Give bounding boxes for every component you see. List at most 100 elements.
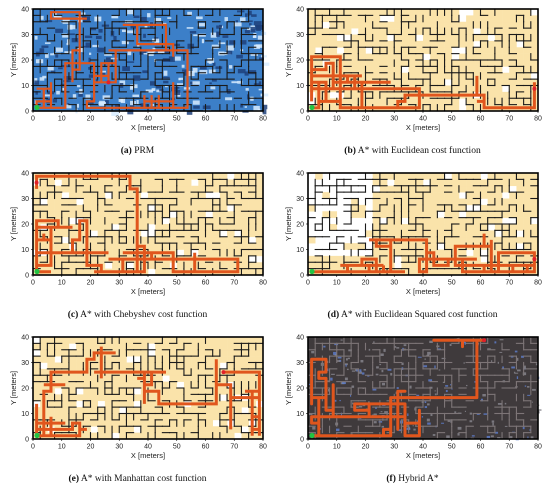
x-axis-label: X [meters] — [406, 451, 440, 460]
x-tick-label: 80 — [534, 444, 542, 451]
y-axis-label: Y [meters] — [9, 43, 18, 77]
planned-path — [35, 346, 261, 438]
y-tick-label: 10 — [21, 411, 29, 418]
y-tick-label: 30 — [296, 196, 304, 203]
panel-tag: (f) — [386, 474, 396, 484]
x-axis-label: X [meters] — [406, 287, 440, 296]
panel-astar-manhattan: 0 10 20 30 40 50 60 70 80 0 10 20 30 40 X [meters] Y [m… — [0, 328, 275, 492]
x-tick-label: 50 — [173, 444, 181, 451]
x-axis-label: X [meters] — [406, 123, 440, 132]
panel-tag: (b) — [344, 146, 356, 156]
y-tick-label: 0 — [25, 437, 29, 444]
x-tick-label: 70 — [505, 444, 513, 451]
panel-caption-text: PRM — [131, 146, 155, 156]
x-tick-label: 20 — [362, 116, 370, 123]
planned-path — [310, 55, 536, 110]
x-tick-label: 40 — [144, 280, 152, 287]
panel-caption: (d) A* with Euclidean Squared cost funct… — [275, 310, 550, 320]
x-tick-label: 20 — [362, 280, 370, 287]
x-tick-label: 70 — [230, 444, 238, 451]
x-tick-label: 30 — [390, 116, 398, 123]
y-axis-label: Y [meters] — [284, 207, 293, 241]
x-tick-label: 60 — [477, 444, 485, 451]
y-tick-label: 40 — [296, 171, 304, 178]
y-tick-label: 0 — [25, 109, 29, 116]
panel-caption-text: A* with Manhattan cost function — [79, 474, 207, 484]
y-axis-label: Y [meters] — [284, 371, 293, 405]
y-tick-label: 30 — [21, 196, 29, 203]
x-tick-label: 30 — [390, 280, 398, 287]
x-tick-label: 80 — [259, 116, 267, 123]
x-axis-label: X [meters] — [131, 451, 165, 460]
x-tick-label: 10 — [333, 116, 341, 123]
maze-walls — [32, 336, 264, 440]
x-tick-label: 20 — [87, 116, 95, 123]
x-tick-label: 10 — [58, 444, 66, 451]
x-tick-label: 10 — [333, 444, 341, 451]
x-tick-label: 10 — [58, 116, 66, 123]
y-tick-label: 0 — [300, 273, 304, 280]
panel-prm: 0 10 20 30 40 50 60 70 80 0 10 20 30 40 X [meters] Y [m… — [0, 0, 275, 164]
x-tick-label: 0 — [306, 116, 310, 123]
y-tick-label: 40 — [21, 171, 29, 178]
goal-marker — [482, 338, 487, 343]
x-axis-label: X [meters] — [131, 287, 165, 296]
x-tick-label: 50 — [173, 116, 181, 123]
y-tick-label: 10 — [296, 83, 304, 90]
x-tick-label: 60 — [202, 280, 210, 287]
x-tick-label: 60 — [477, 116, 485, 123]
y-axis-label: Y [meters] — [9, 207, 18, 241]
goal-marker — [34, 180, 39, 185]
panel-caption: (b) A* with Euclidean cost function — [275, 146, 550, 156]
maze-walls — [307, 336, 539, 440]
panel-caption: (a) PRM — [0, 146, 275, 156]
x-tick-label: 0 — [306, 280, 310, 287]
y-tick-label: 40 — [296, 7, 304, 14]
x-tick-label: 40 — [144, 444, 152, 451]
x-tick-label: 60 — [202, 116, 210, 123]
y-tick-label: 0 — [300, 437, 304, 444]
y-tick-label: 20 — [21, 58, 29, 65]
y-tick-label: 30 — [296, 360, 304, 367]
x-tick-label: 50 — [448, 280, 456, 287]
panel-astar-chebyshev: 0 10 20 30 40 50 60 70 80 0 10 20 30 40 X [meters] Y [m… — [0, 164, 275, 328]
x-tick-label: 40 — [419, 116, 427, 123]
x-tick-label: 80 — [534, 280, 542, 287]
panel-caption: (f) Hybrid A* — [275, 474, 550, 484]
start-marker — [309, 432, 315, 439]
y-tick-label: 10 — [296, 247, 304, 254]
planned-path — [310, 233, 536, 274]
x-tick-label: 50 — [173, 280, 181, 287]
explored-region — [308, 9, 539, 112]
y-tick-label: 0 — [300, 109, 304, 116]
x-tick-label: 50 — [448, 116, 456, 123]
x-tick-label: 80 — [259, 280, 267, 287]
x-tick-label: 40 — [419, 280, 427, 287]
panel-caption: (e) A* with Manhattan cost function — [0, 474, 275, 484]
start-marker — [34, 268, 40, 275]
panel-caption-text: A* with Euclidean cost function — [355, 146, 481, 156]
y-tick-label: 10 — [21, 83, 29, 90]
explored-region — [308, 173, 539, 276]
y-tick-label: 40 — [21, 335, 29, 342]
panel-caption-text: Hybrid A* — [395, 474, 439, 484]
goal-marker — [532, 86, 537, 91]
x-tick-label: 60 — [477, 280, 485, 287]
x-tick-label: 30 — [115, 444, 123, 451]
start-marker — [309, 268, 315, 275]
y-tick-label: 40 — [21, 7, 29, 14]
x-tick-label: 30 — [115, 280, 123, 287]
y-axis-label: Y [meters] — [284, 43, 293, 77]
panel-tag: (d) — [327, 310, 340, 320]
y-axis-label: Y [meters] — [9, 371, 18, 405]
goal-marker — [106, 80, 111, 85]
y-tick-label: 10 — [296, 411, 304, 418]
start-marker — [309, 104, 315, 111]
y-tick-label: 40 — [296, 335, 304, 342]
x-axis-label: X [meters] — [131, 123, 165, 132]
panel-hybrid-astar: 0 10 20 30 40 50 60 70 80 0 10 20 30 40 X [meters] Y [m… — [275, 328, 550, 492]
planned-path — [310, 338, 486, 438]
x-tick-label: 20 — [87, 444, 95, 451]
